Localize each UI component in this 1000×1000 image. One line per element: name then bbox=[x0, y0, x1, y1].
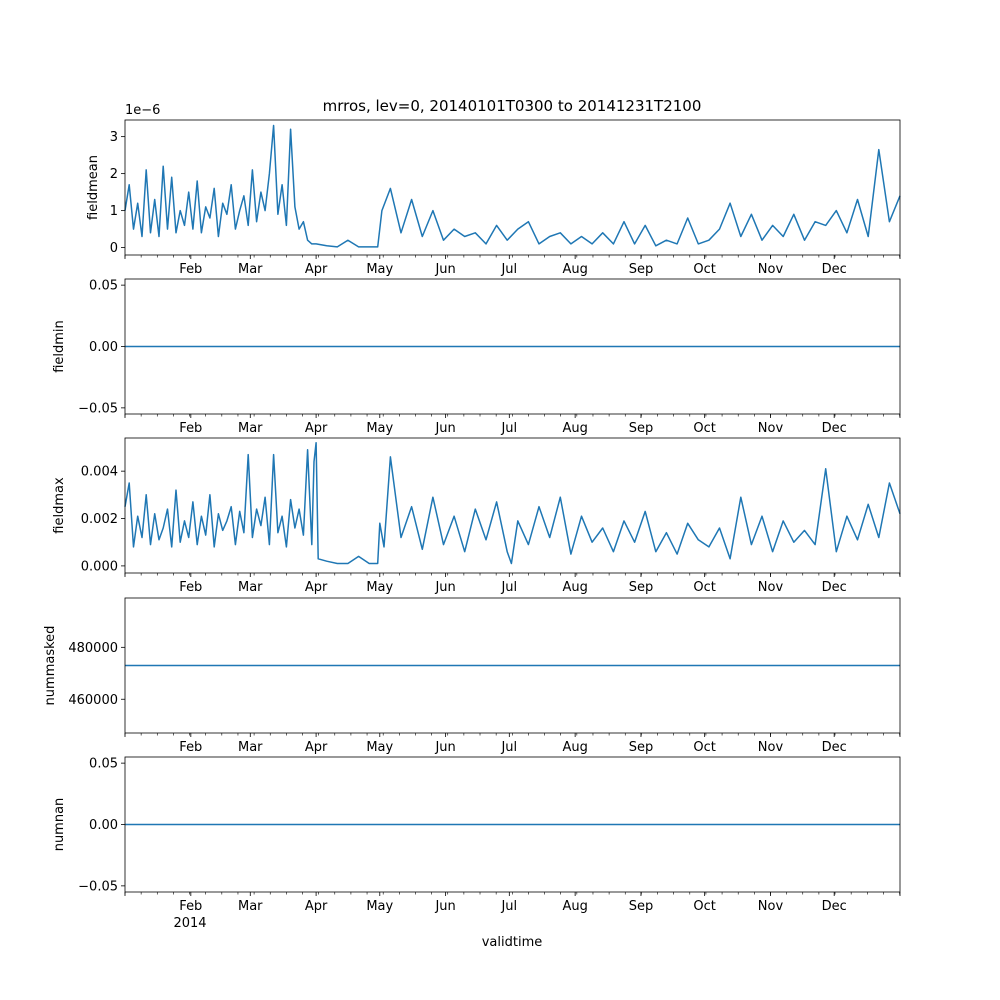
x-tick-label: Jun bbox=[434, 262, 455, 277]
y-tick-label: −0.05 bbox=[78, 879, 118, 894]
x-tick-label: Jul bbox=[500, 421, 517, 436]
y-tick-label: 480000 bbox=[68, 641, 118, 656]
x-tick-label: Mar bbox=[238, 421, 263, 436]
x-tick-label: May bbox=[366, 421, 393, 436]
x-tick-label: Mar bbox=[238, 899, 263, 914]
x-tick-label: Sep bbox=[629, 262, 654, 277]
y-axis-label: nummasked bbox=[43, 626, 58, 706]
x-tick-label: May bbox=[366, 740, 393, 755]
y-tick-label: 0 bbox=[110, 241, 118, 256]
x-tick-label: Aug bbox=[562, 262, 587, 277]
y-offset-text: 1e−6 bbox=[125, 103, 160, 118]
y-tick-label: 460000 bbox=[68, 693, 118, 708]
y-tick-label: 0.000 bbox=[81, 559, 118, 574]
y-tick-label: 3 bbox=[110, 130, 118, 145]
chart-title: mrros, lev=0, 20140101T0300 to 20141231T… bbox=[323, 97, 702, 115]
x-tick-label: Mar bbox=[238, 262, 263, 277]
axes-frame bbox=[124, 597, 901, 734]
x-tick-label: Dec bbox=[822, 740, 847, 755]
x-tick-label: Jun bbox=[434, 740, 455, 755]
x-tick-label: Feb bbox=[179, 262, 202, 277]
x-tick-label: Sep bbox=[629, 740, 654, 755]
x-axis-label: validtime bbox=[482, 935, 543, 950]
x-tick-label: May bbox=[366, 262, 393, 277]
axes-frame bbox=[124, 278, 901, 415]
x-tick-label: Feb bbox=[179, 899, 202, 914]
x-tick-label: Nov bbox=[758, 899, 784, 914]
x-tick-label: May bbox=[366, 899, 393, 914]
y-axis-label: fieldmean bbox=[86, 155, 101, 220]
y-tick-label: 0.004 bbox=[81, 465, 118, 480]
y-tick-label: −0.05 bbox=[78, 401, 118, 416]
y-axis-label: numnan bbox=[52, 798, 67, 852]
y-axis-label: fieldmin bbox=[52, 320, 67, 373]
x-tick-label: Jun bbox=[434, 580, 455, 595]
x-tick-label: Dec bbox=[822, 262, 847, 277]
x-tick-label: Apr bbox=[305, 580, 328, 595]
x-tick-label: Dec bbox=[822, 899, 847, 914]
x-tick-label: Nov bbox=[758, 262, 784, 277]
x-tick-label: Sep bbox=[629, 580, 654, 595]
series-line-fieldmean bbox=[124, 124, 901, 248]
y-tick-label: 0.05 bbox=[89, 757, 118, 772]
x-tick-label: Feb bbox=[179, 421, 202, 436]
x-tick-label: Feb bbox=[179, 740, 202, 755]
x-year-label: 2014 bbox=[173, 916, 206, 931]
subplot-fieldmax: Feb Mar Apr May Jun Jul Aug Sep Oct Nov Dec 0.000 0.… bbox=[52, 437, 901, 595]
series-line-fieldmax bbox=[124, 441, 901, 565]
y-tick-label: 0.00 bbox=[89, 340, 118, 355]
x-tick-label: Jul bbox=[500, 740, 517, 755]
x-tick-label: Sep bbox=[629, 899, 654, 914]
x-tick-label: Mar bbox=[238, 740, 263, 755]
y-tick-label: 0.00 bbox=[89, 818, 118, 833]
x-tick-label: Apr bbox=[305, 262, 328, 277]
subplot-stack: Feb Mar Apr May Jun Jul Aug Sep Oct Nov Dec 0 1 2 3 fie… bbox=[43, 103, 901, 914]
x-tick-label: Mar bbox=[238, 580, 263, 595]
x-tick-label: Aug bbox=[562, 421, 587, 436]
axes-frame bbox=[124, 437, 901, 574]
subplot-nummasked: Feb Mar Apr May Jun Jul Aug Sep Oct Nov Dec 460000 4… bbox=[43, 597, 901, 755]
y-axis-label: fieldmax bbox=[52, 477, 67, 534]
subplot-fieldmin: Feb Mar Apr May Jun Jul Aug Sep Oct Nov Dec −0.05 0.… bbox=[52, 278, 901, 436]
x-tick-label: Jul bbox=[500, 262, 517, 277]
axes-frame bbox=[124, 756, 901, 893]
x-tick-label: Oct bbox=[693, 421, 715, 436]
x-tick-label: Oct bbox=[693, 580, 715, 595]
subplot-fieldmean: Feb Mar Apr May Jun Jul Aug Sep Oct Nov Dec 0 1 2 3 fie… bbox=[86, 103, 901, 277]
x-tick-label: Nov bbox=[758, 580, 784, 595]
x-tick-label: Oct bbox=[693, 899, 715, 914]
x-tick-label: Jul bbox=[500, 580, 517, 595]
x-tick-label: Aug bbox=[562, 740, 587, 755]
x-tick-label: Aug bbox=[562, 580, 587, 595]
x-tick-label: May bbox=[366, 580, 393, 595]
y-tick-label: 0.002 bbox=[81, 512, 118, 527]
x-tick-label: Apr bbox=[305, 740, 328, 755]
x-tick-label: Apr bbox=[305, 899, 328, 914]
x-tick-label: Nov bbox=[758, 421, 784, 436]
subplot-numnan: Feb Mar Apr May Jun Jul Aug Sep Oct Nov Dec −0.05 0.… bbox=[52, 756, 901, 914]
x-tick-label: Nov bbox=[758, 740, 784, 755]
x-tick-label: Feb bbox=[179, 580, 202, 595]
x-tick-label: Sep bbox=[629, 421, 654, 436]
y-tick-label: 2 bbox=[110, 167, 118, 182]
y-tick-label: 0.05 bbox=[89, 279, 118, 294]
y-tick-label: 1 bbox=[110, 204, 118, 219]
x-tick-label: Aug bbox=[562, 899, 587, 914]
x-tick-label: Apr bbox=[305, 421, 328, 436]
x-tick-label: Dec bbox=[822, 421, 847, 436]
x-tick-label: Jun bbox=[434, 899, 455, 914]
axes-frame bbox=[124, 119, 901, 256]
x-tick-label: Oct bbox=[693, 740, 715, 755]
x-tick-label: Dec bbox=[822, 580, 847, 595]
x-tick-label: Jun bbox=[434, 421, 455, 436]
x-tick-label: Oct bbox=[693, 262, 715, 277]
x-tick-label: Jul bbox=[500, 899, 517, 914]
